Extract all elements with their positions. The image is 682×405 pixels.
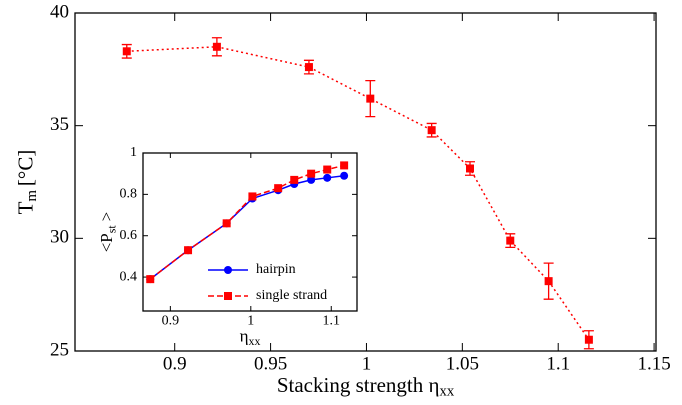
legend-label: hairpin (256, 262, 296, 277)
axis-label-text: η (240, 327, 249, 346)
point (290, 175, 299, 184)
plot-frame (74, 12, 657, 352)
x-tick-label: 0.95 (254, 354, 287, 375)
y-tick-label: 1 (130, 145, 137, 160)
plot-frame (142, 152, 358, 312)
axis-label: Tm [°C] (13, 150, 40, 215)
axis-label-sub: m (24, 190, 40, 202)
y-tick-label: 0.8 (120, 187, 138, 202)
x-tick-label: 1.1 (546, 354, 570, 375)
point (122, 47, 131, 56)
point (184, 246, 193, 255)
axis-label-unit: [°C] (13, 150, 37, 186)
axis-label-sub: st (104, 225, 118, 234)
point (146, 275, 155, 284)
axis-label: ηxx (240, 327, 261, 348)
axis-label-sub: xx (439, 384, 454, 400)
y-tick-label: 40 (50, 1, 69, 22)
y-tick-label: 35 (50, 114, 69, 135)
point (544, 277, 553, 286)
x-tick-label: 0.9 (162, 314, 180, 329)
axis-label-text: T (13, 201, 37, 214)
point (323, 165, 332, 174)
y-tick-label: 0.4 (120, 269, 138, 284)
legend-marker (224, 266, 232, 274)
point (340, 161, 349, 170)
point (427, 126, 436, 135)
inset-background (143, 153, 357, 311)
y-tick-label: 30 (50, 227, 69, 248)
x-tick-label: 1 (247, 314, 254, 329)
axis-label-text: Stacking strength η (277, 373, 440, 397)
x-tick-label: 0.9 (163, 354, 187, 375)
legend-marker (224, 292, 232, 300)
axis-label: Stacking strength ηxx (277, 373, 455, 400)
point (366, 94, 375, 103)
x-tick-label: 1.05 (446, 354, 479, 375)
point (307, 169, 316, 178)
axis-label-unit: > (97, 212, 116, 222)
y-tick-label: 25 (50, 339, 69, 360)
point (274, 184, 283, 193)
point (222, 219, 231, 228)
x-tick-label: 1.15 (637, 354, 670, 375)
point (584, 335, 593, 344)
point (304, 63, 313, 72)
point (248, 192, 257, 201)
point (466, 164, 475, 173)
legend-label: single strand (256, 288, 327, 303)
axis-label-sub: xx (249, 334, 261, 348)
series-line (126, 46, 590, 341)
x-tick-label: 1.1 (323, 314, 341, 329)
point (340, 171, 349, 180)
point (323, 173, 332, 182)
axis-label-text: <P (97, 233, 116, 252)
point (506, 236, 515, 245)
x-tick-label: 1 (362, 354, 372, 375)
point (212, 42, 221, 51)
y-tick-label: 0.6 (120, 228, 138, 243)
axis-label: <Pst > (97, 212, 118, 253)
point (307, 175, 316, 184)
